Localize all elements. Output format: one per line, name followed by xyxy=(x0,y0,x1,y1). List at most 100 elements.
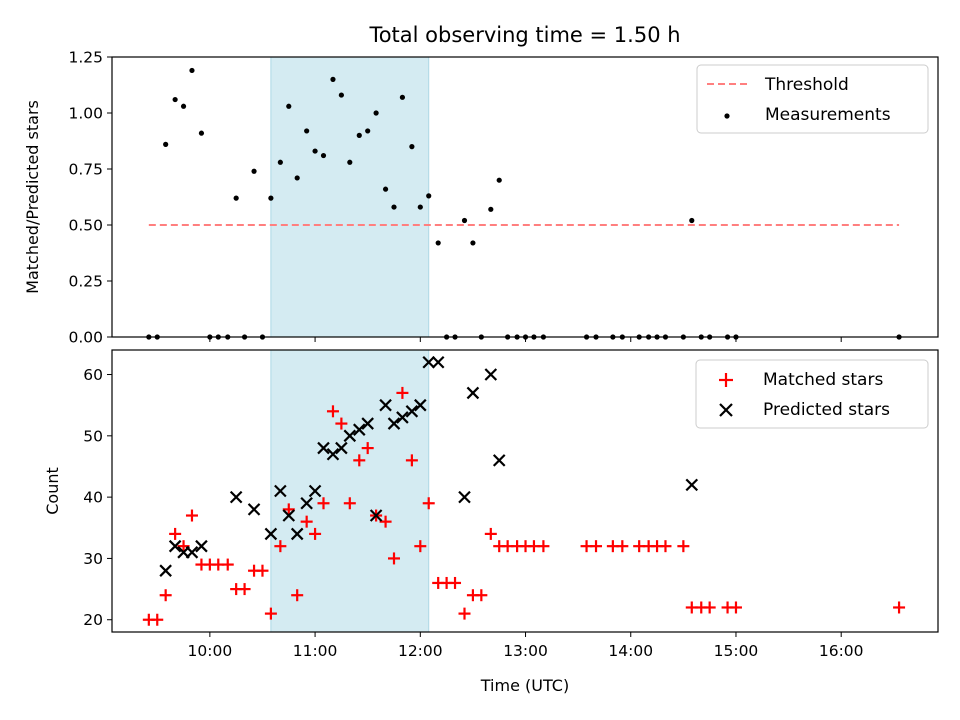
measurement-point xyxy=(286,103,292,109)
measurement-point xyxy=(435,240,441,246)
measurement-point xyxy=(330,76,336,82)
predicted-star-marker xyxy=(159,564,172,577)
predicted-star-marker xyxy=(195,539,208,553)
measurement-point xyxy=(409,144,415,150)
top-y-tick-label: 0.75 xyxy=(68,161,103,179)
measurement-point xyxy=(382,186,389,192)
matched-star-marker xyxy=(326,405,339,418)
top-y-tick-label: 0.00 xyxy=(68,329,103,347)
matched-stars-layer xyxy=(142,386,906,626)
predicted-star-marker xyxy=(168,539,182,553)
matched-star-marker xyxy=(159,589,172,602)
top-highlight-span xyxy=(270,56,430,338)
matched-star-marker xyxy=(353,454,366,467)
bottom-x-tick-label: 13:00 xyxy=(503,642,548,660)
predicted-star-marker xyxy=(396,411,409,424)
bottom-panel: Count Time (UTC) 20 30 40 50 60 10:00 11:00 12… xyxy=(43,349,939,695)
bottom-y-tick-label: 60 xyxy=(83,366,103,384)
measurements-layer xyxy=(146,67,902,340)
matched-star-marker xyxy=(475,589,488,602)
measurement-point xyxy=(163,141,169,147)
predicted-star-marker xyxy=(326,447,340,461)
predicted-star-marker xyxy=(335,441,348,455)
bottom-legend: Matched stars Predicted stars xyxy=(695,359,929,429)
measurement-point xyxy=(347,159,353,165)
matched-star-marker xyxy=(484,527,497,540)
predicted-star-marker xyxy=(264,527,278,541)
measurement-point xyxy=(268,195,274,201)
predicted-star-marker xyxy=(405,405,419,418)
predicted-star-marker xyxy=(308,484,322,498)
legend-matched-label: Matched stars xyxy=(763,370,883,390)
matched-star-marker xyxy=(185,509,198,522)
bottom-y-ticks: 20 30 40 50 60 xyxy=(83,366,112,629)
matched-star-marker xyxy=(282,503,295,516)
top-y-tick-label: 1.25 xyxy=(68,49,103,67)
bottom-x-ticks: 10:00 11:00 12:00 13:00 14:00 15:00 16:00 xyxy=(188,632,864,660)
bottom-x-tick-label: 10:00 xyxy=(188,642,233,660)
measurement-point xyxy=(689,217,695,224)
predicted-star-marker xyxy=(300,496,313,510)
measurement-point xyxy=(496,177,502,183)
measurement-point xyxy=(251,168,257,174)
matched-star-marker xyxy=(317,497,330,510)
measurement-point xyxy=(180,103,187,109)
top-y-tick-label: 0.25 xyxy=(68,273,103,291)
bottom-x-tick-label: 12:00 xyxy=(398,642,443,660)
measurement-point xyxy=(356,132,362,138)
matched-star-marker xyxy=(256,564,269,577)
predicted-star-marker xyxy=(387,417,401,430)
matched-star-marker xyxy=(361,442,374,455)
predicted-star-marker xyxy=(361,417,374,430)
matched-star-marker xyxy=(422,497,435,510)
predicted-star-marker xyxy=(282,509,296,522)
measurement-point xyxy=(488,206,494,212)
measurement-point xyxy=(189,67,195,74)
bottom-x-tick-label: 11:00 xyxy=(293,642,338,660)
top-y-axis-label: Matched/Predicted stars xyxy=(23,100,42,294)
top-axes-frame xyxy=(111,56,939,338)
predicted-star-marker xyxy=(369,509,383,522)
measurement-point xyxy=(461,217,468,224)
predicted-star-marker xyxy=(458,490,471,504)
bottom-x-tick-label: 16:00 xyxy=(819,642,864,660)
top-highlight-layer xyxy=(270,56,430,338)
predicted-star-marker xyxy=(274,484,287,498)
legend-measurements-label: Measurements xyxy=(765,105,891,125)
bottom-y-tick-label: 20 xyxy=(83,611,103,629)
matched-star-marker xyxy=(449,576,462,589)
x-axis-label: Time (UTC) xyxy=(480,676,569,695)
matched-star-marker xyxy=(677,540,690,553)
predicted-star-marker xyxy=(290,527,304,541)
predicted-star-marker xyxy=(317,441,330,455)
matched-star-marker xyxy=(291,589,304,602)
matched-star-marker xyxy=(537,540,550,553)
predicted-star-marker xyxy=(492,454,506,467)
measurement-point xyxy=(233,195,239,201)
matched-star-marker xyxy=(221,558,234,571)
predicted-stars-layer xyxy=(159,355,699,577)
predicted-star-marker xyxy=(379,398,392,412)
predicted-star-marker xyxy=(229,490,243,504)
top-legend: Threshold Measurements xyxy=(696,64,929,134)
top-x-ticks xyxy=(209,337,842,342)
bottom-x-tick-label: 14:00 xyxy=(608,642,653,660)
measurement-point xyxy=(198,130,205,136)
matched-star-marker xyxy=(335,417,348,430)
matched-star-marker xyxy=(309,527,322,540)
measurement-point xyxy=(320,152,327,159)
matched-star-marker xyxy=(264,607,277,620)
measurement-point xyxy=(365,128,371,134)
measurement-point xyxy=(312,148,318,154)
measurement-point xyxy=(294,175,300,181)
legend-predicted-swatch xyxy=(719,403,733,417)
bottom-legend-box xyxy=(695,359,929,429)
matched-star-marker xyxy=(893,601,906,614)
measurement-point xyxy=(470,240,476,246)
predicted-star-marker xyxy=(247,503,261,516)
top-y-tick-label: 0.50 xyxy=(68,217,103,235)
predicted-star-marker xyxy=(185,546,199,559)
measurement-point xyxy=(304,128,310,134)
matched-star-marker xyxy=(151,613,164,626)
